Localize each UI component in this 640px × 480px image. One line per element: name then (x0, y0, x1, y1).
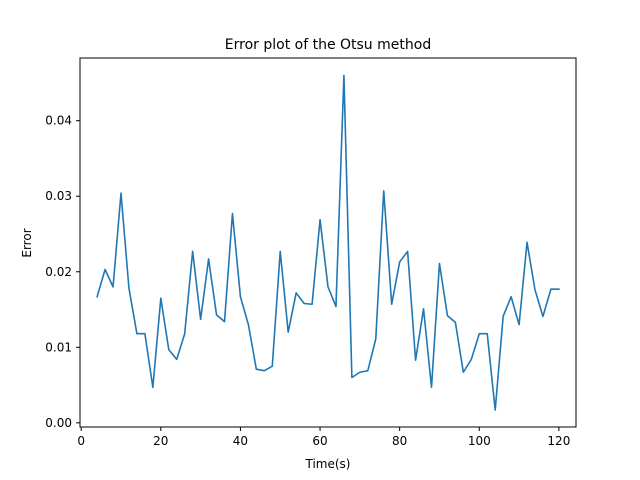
data-point (168, 348, 170, 350)
y-tick-label: 0.04 (45, 114, 72, 128)
data-point (104, 268, 106, 270)
data-point (383, 190, 385, 192)
x-tick-label: 100 (468, 434, 491, 448)
data-point (446, 314, 448, 316)
data-point (96, 296, 98, 298)
y-tick-label: 0.01 (45, 340, 72, 354)
data-point (430, 386, 432, 388)
data-point (287, 331, 289, 333)
data-point (526, 241, 528, 243)
data-point (398, 261, 400, 263)
data-point (375, 338, 377, 340)
data-point (128, 287, 130, 289)
data-point (239, 296, 241, 298)
plot-area (79, 57, 577, 428)
data-point (152, 386, 154, 388)
data-point (367, 370, 369, 372)
x-tick-label: 0 (77, 434, 85, 448)
x-tick-label: 20 (153, 434, 168, 448)
x-tick-label: 120 (547, 434, 570, 448)
data-point (550, 288, 552, 290)
data-point (438, 262, 440, 264)
y-tick-label: 0.00 (45, 416, 72, 430)
plot-frame (79, 57, 577, 428)
data-point (494, 409, 496, 411)
data-point (343, 74, 345, 76)
y-axis: 0.00 0.01 0.02 0.03 0.04 (45, 114, 80, 430)
chart-title: Error plot of the Otsu method (225, 37, 431, 53)
data-point (120, 192, 122, 194)
data-point (207, 258, 209, 260)
data-point (136, 333, 138, 335)
data-point (359, 371, 361, 373)
data-point (112, 286, 114, 288)
data-point (502, 315, 504, 317)
data-point (454, 321, 456, 323)
series-layer (96, 74, 560, 411)
data-point (223, 320, 225, 322)
y-tick-label: 0.02 (45, 265, 72, 279)
x-tick-label: 80 (392, 434, 407, 448)
data-point (542, 315, 544, 317)
data-point (199, 318, 201, 320)
data-point (390, 303, 392, 305)
data-point (486, 333, 488, 335)
data-point (319, 218, 321, 220)
data-point (144, 333, 146, 335)
plot-background (80, 58, 576, 427)
data-point (231, 212, 233, 214)
data-point (191, 250, 193, 252)
x-axis: 0 20 40 60 80 100 120 (77, 427, 570, 448)
data-point (303, 302, 305, 304)
data-point (462, 371, 464, 373)
data-point (510, 296, 512, 298)
data-point (335, 305, 337, 307)
x-axis-label: Time(s) (305, 457, 351, 471)
data-point (518, 323, 520, 325)
data-point (176, 358, 178, 360)
data-point (295, 292, 297, 294)
x-tick-label: 40 (233, 434, 248, 448)
data-point (406, 250, 408, 252)
data-point (183, 333, 185, 335)
y-axis-label: Error (20, 228, 34, 257)
data-point (271, 365, 273, 367)
series-line (96, 74, 560, 411)
y-tick-label: 0.03 (45, 189, 72, 203)
x-tick-label: 60 (312, 434, 327, 448)
data-point (414, 359, 416, 361)
data-point (534, 289, 536, 291)
data-point (478, 333, 480, 335)
data-point (247, 323, 249, 325)
data-point (311, 303, 313, 305)
data-point (470, 358, 472, 360)
data-point (558, 288, 560, 290)
data-point (263, 370, 265, 372)
data-point (351, 376, 353, 378)
data-point (327, 286, 329, 288)
data-point (255, 368, 257, 370)
data-point (160, 297, 162, 299)
data-point (279, 250, 281, 252)
data-point (215, 314, 217, 316)
data-point (422, 308, 424, 310)
